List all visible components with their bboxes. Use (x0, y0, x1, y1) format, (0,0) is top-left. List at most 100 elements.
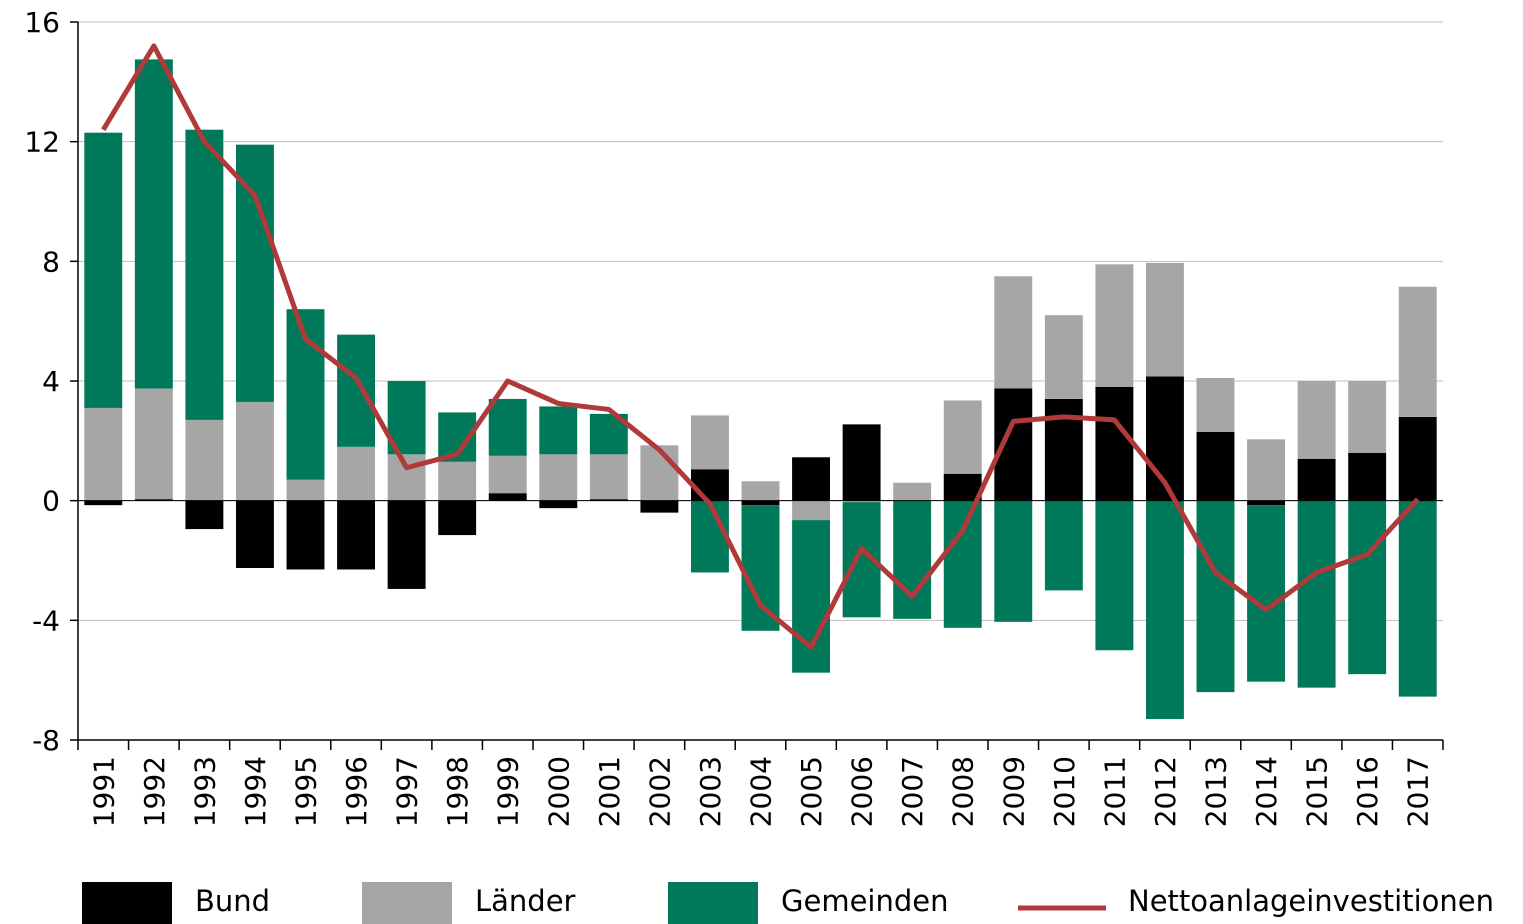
x-tick-label: 1992 (138, 756, 171, 827)
bar (286, 500, 325, 570)
bar (690, 500, 729, 573)
bar (741, 481, 780, 501)
bar (741, 500, 780, 506)
bar (792, 520, 831, 673)
legend-item: Bund (82, 882, 270, 924)
bar (1348, 452, 1387, 501)
y-tick-label: 16 (24, 6, 60, 39)
bar (1348, 500, 1387, 675)
bar (1297, 381, 1336, 459)
y-tick-label: -4 (32, 604, 60, 637)
bar (134, 499, 173, 501)
x-tick-label: 2015 (1301, 756, 1334, 827)
legend-swatch (668, 882, 758, 924)
bar (539, 454, 578, 501)
bar (1095, 264, 1134, 387)
bar (792, 500, 831, 521)
bar (1297, 458, 1336, 501)
x-tick-label: 1999 (492, 756, 525, 827)
bar (690, 415, 729, 470)
bar (943, 400, 982, 474)
bar (1044, 500, 1083, 591)
bar (1196, 378, 1235, 432)
bar (1095, 500, 1134, 651)
x-tick-label: 2008 (947, 756, 980, 827)
bar (84, 500, 123, 506)
line (101, 43, 1420, 650)
legend-swatch (362, 882, 452, 924)
bar (994, 276, 1033, 389)
bar (1348, 381, 1387, 453)
x-tick-label: 2002 (643, 756, 676, 827)
y-tick-label: 8 (42, 245, 60, 278)
bar (438, 461, 477, 501)
y-tick-label: 0 (42, 485, 60, 518)
x-tick-label: 1994 (239, 756, 272, 827)
bar (893, 482, 932, 501)
bar (842, 424, 881, 501)
y-tick-label: 12 (24, 126, 60, 159)
x-tick-label: 2011 (1098, 756, 1131, 827)
legend-label: Gemeinden (781, 884, 948, 918)
bar (185, 419, 224, 501)
legend-label: Nettoanlageinvestitionen (1128, 884, 1494, 918)
x-tick-label: 1996 (340, 756, 373, 827)
bar (994, 500, 1033, 622)
x-tick-label: 2017 (1402, 756, 1435, 827)
bar (1247, 505, 1286, 682)
x-tick-label: 2004 (745, 756, 778, 827)
x-tick-label: 2006 (846, 756, 879, 827)
bar (640, 500, 679, 513)
bar (1398, 286, 1437, 417)
bar (337, 446, 376, 501)
bar (1044, 315, 1083, 399)
bar (690, 469, 729, 501)
x-tick-label: 2007 (896, 756, 929, 827)
bar (842, 500, 881, 503)
bar (539, 406, 578, 455)
bar (589, 454, 628, 500)
x-tick-label: 1991 (87, 756, 120, 827)
y-tick-label: -8 (32, 724, 60, 757)
bar (1196, 500, 1235, 693)
bar (1398, 500, 1437, 697)
bar (640, 445, 679, 501)
x-tick-label: 2000 (542, 756, 575, 827)
x-tick-label: 2003 (694, 756, 727, 827)
legend-item: Länder (362, 882, 576, 924)
x-tick-label: 1993 (188, 756, 221, 827)
bar (286, 479, 325, 501)
bar (1196, 431, 1235, 501)
bar (337, 500, 376, 570)
bar (438, 500, 477, 536)
x-tick-label: 2016 (1351, 756, 1384, 827)
bar (893, 500, 932, 619)
bar (1398, 416, 1437, 501)
bar (84, 132, 123, 408)
legend-label: Länder (475, 884, 576, 918)
bar (185, 500, 224, 530)
bar (589, 499, 628, 501)
bar (337, 334, 376, 447)
bar (1247, 500, 1286, 506)
bar (1247, 439, 1286, 501)
x-tick-label: 2014 (1250, 756, 1283, 827)
bar (1297, 500, 1336, 688)
bar (488, 493, 527, 501)
x-tick-label: 2012 (1149, 756, 1182, 827)
x-tick-label: 1998 (441, 756, 474, 827)
bar (792, 457, 831, 501)
bar (84, 407, 123, 501)
x-tick-label: 2005 (795, 756, 828, 827)
bar (488, 398, 527, 456)
x-tick-label: 2010 (1048, 756, 1081, 827)
bar (943, 500, 982, 628)
bar (387, 500, 426, 589)
bar (488, 455, 527, 494)
bar (134, 388, 173, 500)
legend-item: Nettoanlageinvestitionen (1018, 884, 1494, 918)
x-tick-label: 2009 (997, 756, 1030, 827)
bar (134, 59, 173, 389)
